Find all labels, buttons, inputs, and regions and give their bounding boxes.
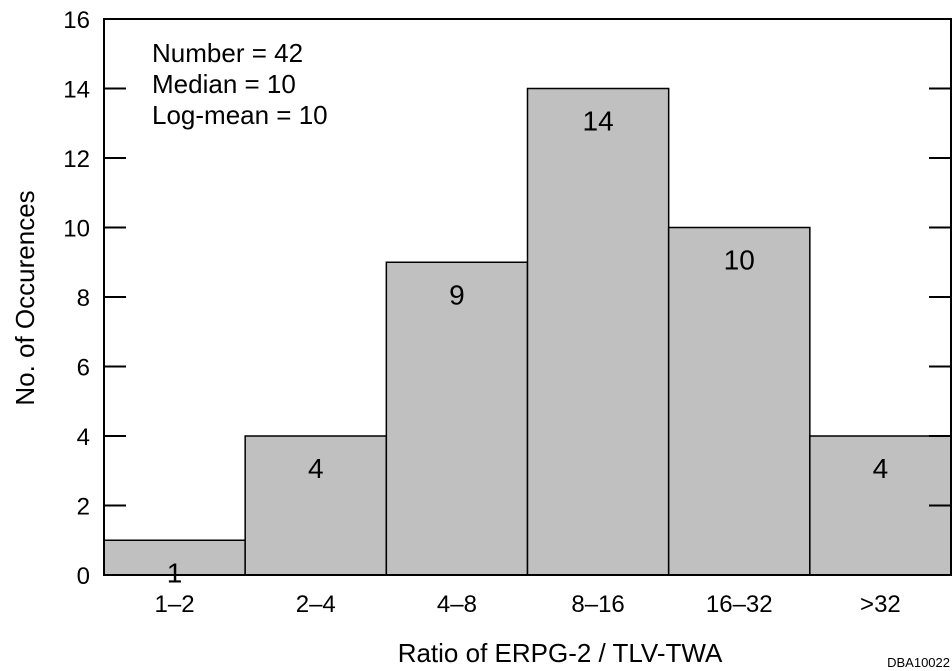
bar-value-label: 10 [724, 245, 755, 276]
y-tick-label: 4 [77, 424, 90, 451]
x-tick-label: 1–2 [155, 591, 195, 618]
y-tick-label: 10 [63, 216, 90, 243]
figure-code: DBA10022 [887, 655, 950, 670]
bar-4 [667, 226, 811, 576]
stats-box: Number = 42 Median = 10 Log-mean = 10 [152, 38, 328, 130]
y-tick-label: 0 [77, 563, 90, 590]
x-axis-title: Ratio of ERPG-2 / TLV-TWA [398, 638, 723, 668]
x-tick-label: 8–16 [571, 591, 624, 618]
y-tick-label: 8 [77, 285, 90, 312]
ticks-group [104, 18, 951, 576]
x-tick-label: >32 [860, 591, 901, 618]
bar-5 [809, 435, 952, 576]
stat-number: Number = 42 [152, 38, 303, 68]
bars-group [103, 87, 952, 576]
bar-value-label: 4 [873, 453, 889, 484]
x-tick-label: 16–32 [706, 591, 773, 618]
y-tick-label: 16 [63, 7, 90, 34]
bar-value-label: 9 [449, 279, 465, 310]
bar-1 [244, 435, 388, 576]
bar-value-label: 1 [167, 557, 183, 588]
y-tick-label: 6 [77, 355, 90, 382]
x-tick-label: 2–4 [296, 591, 336, 618]
x-tick-label: 4–8 [437, 591, 477, 618]
stat-median: Median = 10 [152, 69, 296, 99]
bar-2 [385, 261, 529, 576]
bar-value-label: 4 [308, 453, 324, 484]
y-tick-label: 2 [77, 494, 90, 521]
y-tick-label: 12 [63, 146, 90, 173]
y-tick-label: 14 [63, 77, 90, 104]
y-axis-title: No. of Occurences [10, 190, 40, 405]
stat-log-mean: Log-mean = 10 [152, 100, 328, 130]
bar-value-label: 14 [583, 106, 614, 137]
labels-group: 1 1–2 4 2–4 9 4–8 14 8–16 10 16–32 4 >32 0 2 4 6 8 10 12 14… [63, 7, 900, 618]
bar-3 [526, 87, 670, 576]
